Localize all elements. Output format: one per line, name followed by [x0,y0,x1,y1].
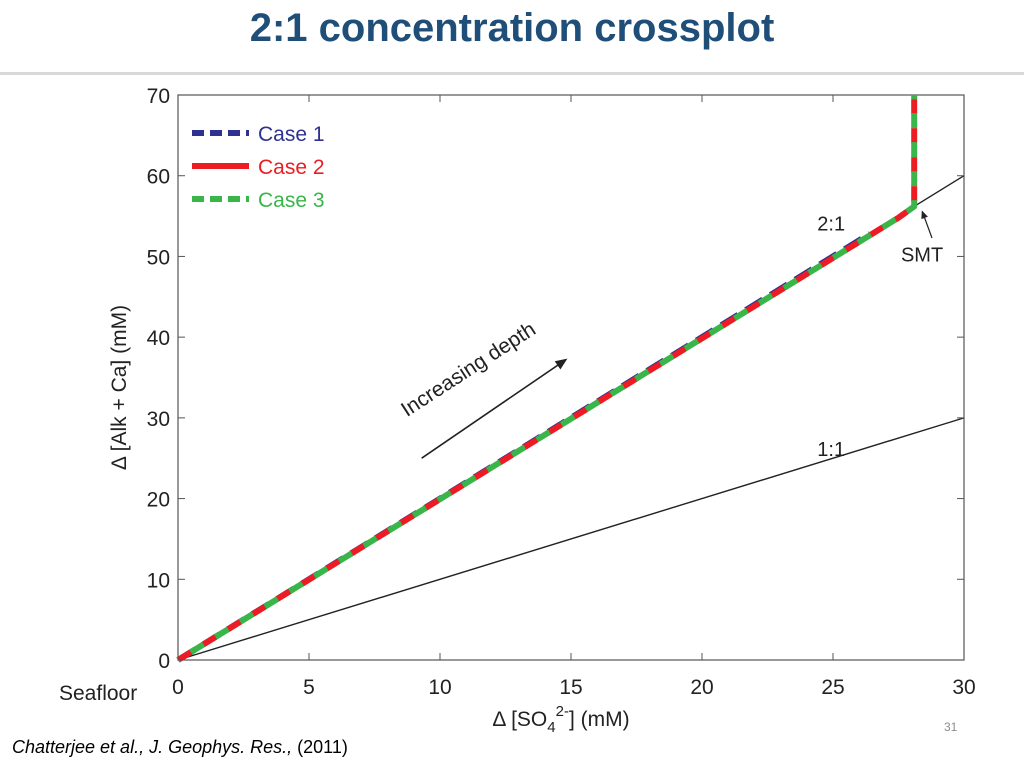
x-tick-label-4: 20 [690,676,713,699]
x-tick-label-2: 10 [428,676,451,699]
y-tick-label-1: 10 [147,569,170,592]
plot-frame [177,94,965,661]
seafloor-label: Seafloor [59,682,137,705]
y-tick-label-3: 30 [147,408,170,431]
y-tick-label-7: 70 [147,85,170,108]
legend-label-1: Case 1 [258,123,325,146]
x-tick-label-5: 25 [821,676,844,699]
title-divider [0,72,1024,75]
x-tick-label-3: 15 [559,676,582,699]
smt-label: SMT [901,244,943,266]
y-tick-label-5: 50 [147,246,170,269]
increasing-depth-arrow [421,358,568,459]
legend-label-2: Case 2 [258,156,325,179]
y-axis-label: Δ [Alk + Ca] (mM) [108,305,131,470]
reference-line-2 [177,417,965,661]
citation-authors: Chatterjee et al., J. Geophys. Res., [12,737,293,757]
slide-number: 31 [944,720,958,734]
y-tick-label-4: 40 [147,327,170,350]
y-tick-label-6: 60 [147,166,170,189]
slide-title: 2:1 concentration crossplot [249,6,775,50]
legend-label-3: Case 3 [258,189,325,212]
x-tick-label-6: 30 [952,676,975,699]
y-tick-label-0: 0 [158,650,170,673]
y-tick-label-2: 20 [147,489,170,512]
series-line-3 [176,95,918,663]
x-tick-label-0: 0 [172,676,184,699]
x-axis-label: Δ [SO42-] (mM) [492,703,629,736]
citation: Chatterjee et al., J. Geophys. Res., (20… [12,737,348,758]
citation-year: (2011) [292,737,348,757]
reference-label-2: 1:1 [817,439,845,461]
series-line-2 [176,95,918,663]
reference-label-1: 2:1 [817,214,845,236]
smt-arrow [921,210,933,239]
x-tick-label-1: 5 [303,676,315,699]
